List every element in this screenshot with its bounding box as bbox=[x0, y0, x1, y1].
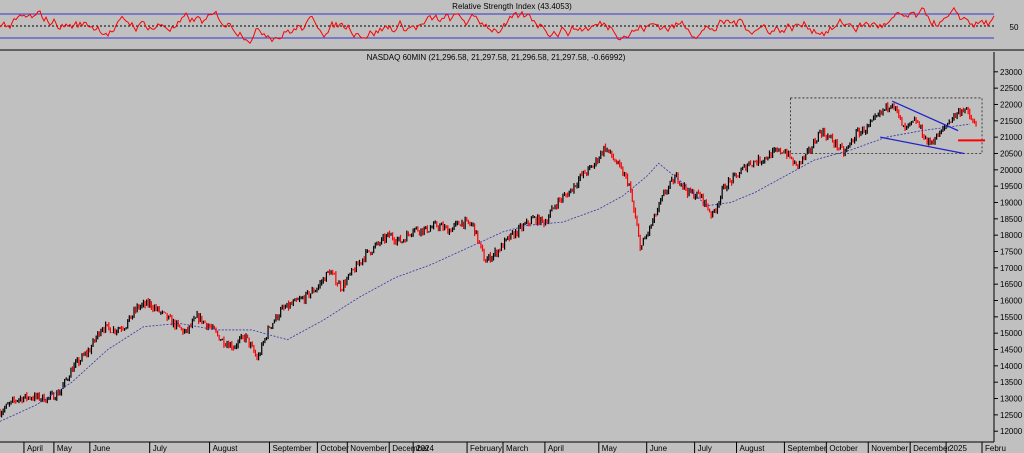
x-tick-label: September bbox=[272, 444, 311, 453]
y-tick-label: 12500 bbox=[1000, 411, 1023, 420]
x-tick-label: October bbox=[320, 444, 349, 453]
time-x-axis: April May June July August September October No… bbox=[23, 442, 1006, 453]
x-tick-label: December bbox=[392, 444, 429, 453]
x-tick-label: 2025 bbox=[949, 444, 967, 453]
rsi-line bbox=[0, 6, 995, 44]
y-tick-label: 14000 bbox=[1000, 362, 1023, 371]
x-tick-label: August bbox=[213, 444, 239, 453]
x-tick-label: October bbox=[829, 444, 858, 453]
y-tick-label: 15000 bbox=[1000, 329, 1023, 338]
rsi-axis-label: 50 bbox=[1010, 23, 1019, 32]
y-tick-label: 14500 bbox=[1000, 346, 1023, 355]
y-tick-label: 22500 bbox=[1000, 84, 1023, 93]
lower-trendline bbox=[880, 136, 965, 155]
x-tick-label: February bbox=[470, 444, 502, 453]
y-tick-label: 19500 bbox=[1000, 182, 1023, 191]
x-tick-label: July bbox=[153, 444, 167, 453]
rsi-panel: Relative Strength Index (43.4053) 50 bbox=[0, 2, 1024, 51]
x-tick-label: August bbox=[740, 444, 766, 453]
chart-annotations bbox=[790, 97, 986, 155]
x-tick-label: December bbox=[913, 444, 950, 453]
x-tick-label: March bbox=[506, 444, 528, 453]
x-tick-label: November bbox=[871, 444, 908, 453]
y-tick-label: 18500 bbox=[1000, 215, 1023, 224]
x-tick-label: September bbox=[787, 444, 826, 453]
x-tick-label: May bbox=[602, 444, 617, 453]
x-tick-label: July bbox=[698, 444, 712, 453]
y-tick-label: 17500 bbox=[1000, 248, 1023, 257]
y-tick-label: 16500 bbox=[1000, 280, 1023, 289]
y-tick-label: 13500 bbox=[1000, 378, 1023, 387]
x-tick-label: Febru bbox=[985, 444, 1006, 453]
x-tick-label: November bbox=[350, 444, 387, 453]
x-tick-label: April bbox=[548, 444, 564, 453]
y-tick-label: 17000 bbox=[1000, 264, 1023, 273]
rsi-title: Relative Strength Index (43.4053) bbox=[452, 2, 572, 11]
y-tick-label: 18000 bbox=[1000, 231, 1023, 240]
y-tick-label: 21500 bbox=[1000, 117, 1023, 126]
y-tick-label: 23000 bbox=[1000, 68, 1023, 77]
x-tick-label: April bbox=[27, 444, 43, 453]
price-bars bbox=[0, 102, 977, 418]
x-tick-label: June bbox=[650, 444, 668, 453]
price-y-axis: 12000 12500 13000 13500 14000 14500 15000 15500… bbox=[994, 68, 1023, 436]
y-tick-label: 15500 bbox=[1000, 313, 1023, 322]
x-tick-label: June bbox=[93, 444, 111, 453]
y-tick-label: 13000 bbox=[1000, 395, 1023, 404]
y-tick-label: 16000 bbox=[1000, 297, 1023, 306]
y-tick-label: 20500 bbox=[1000, 149, 1023, 158]
y-tick-label: 21000 bbox=[1000, 133, 1023, 142]
y-tick-label: 19000 bbox=[1000, 198, 1023, 207]
y-tick-label: 22000 bbox=[1000, 100, 1023, 109]
moving-average-line bbox=[0, 123, 971, 422]
x-tick-label: 2024 bbox=[416, 444, 434, 453]
y-tick-label: 12000 bbox=[1000, 427, 1023, 436]
price-panel: NASDAQ 60MIN (21,296.58, 21,297.58, 21,2… bbox=[0, 52, 1023, 453]
upper-trendline bbox=[891, 100, 959, 132]
x-tick-label: May bbox=[57, 444, 72, 453]
price-title: NASDAQ 60MIN (21,296.58, 21,297.58, 21,2… bbox=[367, 53, 626, 62]
y-tick-label: 20000 bbox=[1000, 166, 1023, 175]
